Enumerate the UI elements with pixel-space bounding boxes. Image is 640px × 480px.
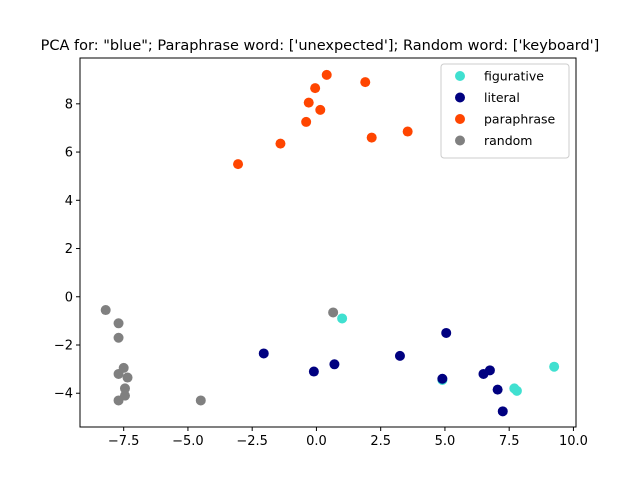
point-paraphrase-4: [310, 83, 321, 94]
point-literal-1: [308, 366, 319, 377]
point-paraphrase-5: [315, 104, 326, 115]
point-random-10: [328, 307, 339, 318]
point-literal-4: [441, 327, 452, 338]
y-tick-label: −2: [54, 339, 73, 354]
point-paraphrase-9: [402, 126, 413, 137]
point-paraphrase-3: [303, 97, 314, 108]
y-tick-label: 0: [65, 290, 73, 305]
point-figurative-0: [337, 313, 348, 324]
point-literal-3: [394, 350, 405, 361]
y-tick-label: −4: [54, 387, 73, 402]
point-figurative-4: [549, 361, 560, 372]
x-tick-label: 2.5: [370, 434, 391, 449]
x-tick-label: 0.0: [306, 434, 327, 449]
point-random-4: [113, 368, 124, 379]
x-tick-label: −2.5: [236, 434, 268, 449]
point-random-1: [113, 318, 124, 329]
point-paraphrase-2: [301, 116, 312, 127]
point-paraphrase-6: [321, 69, 332, 80]
point-literal-0: [258, 348, 269, 359]
x-tick-label: −7.5: [108, 434, 140, 449]
point-random-2: [113, 332, 124, 343]
x-axis: −7.5 −5.0 −2.5 0.0 2.5 5.0 7.5 10.0: [108, 427, 588, 449]
legend-label-figurative: figurative: [484, 69, 544, 84]
plot-area-frame: [79, 57, 577, 428]
point-literal-9: [497, 406, 508, 417]
x-tick-label: 5.0: [435, 434, 456, 449]
legend-marker-paraphrase: [455, 114, 465, 124]
y-tick-label: 8: [65, 97, 73, 112]
point-random-6: [119, 383, 130, 394]
legend-marker-random: [455, 135, 465, 146]
x-tick-label: 7.5: [499, 434, 520, 449]
point-paraphrase-0: [233, 159, 244, 170]
point-figurative-3: [511, 385, 522, 396]
point-literal-7: [484, 365, 495, 376]
legend-marker-figurative: [455, 71, 465, 81]
legend-box: [440, 63, 570, 159]
legend-label-literal: literal: [484, 90, 520, 105]
point-random-5: [122, 372, 133, 383]
point-literal-8: [492, 384, 503, 395]
legend-marker-literal: [455, 92, 465, 103]
y-tick-label: 4: [65, 194, 73, 209]
point-literal-5: [437, 373, 448, 384]
x-tick-label: −5.0: [172, 434, 204, 449]
x-tick-label: 10.0: [559, 434, 588, 449]
legend: figurative literal paraphrase random: [440, 63, 570, 159]
data-points: [100, 69, 560, 417]
point-random-8: [113, 395, 124, 406]
legend-label-paraphrase: paraphrase: [484, 112, 556, 127]
y-axis: −4 −2 0 2 4 6 8: [54, 97, 80, 402]
point-random-0: [100, 305, 111, 316]
point-paraphrase-8: [366, 132, 377, 143]
point-paraphrase-1: [275, 138, 286, 149]
chart-title: PCA for: "blue"; Paraphrase word: ['unex…: [41, 38, 600, 54]
point-paraphrase-7: [360, 77, 371, 88]
legend-label-random: random: [484, 133, 532, 148]
y-tick-label: 2: [65, 242, 73, 257]
y-tick-label: 6: [65, 146, 73, 161]
point-random-9: [195, 395, 206, 406]
point-literal-2: [329, 359, 340, 370]
